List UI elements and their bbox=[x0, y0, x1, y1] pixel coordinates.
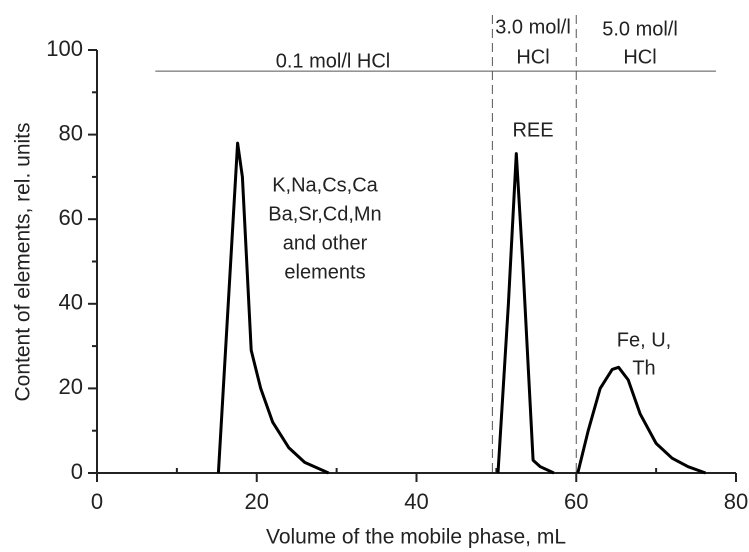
annotation: HCl bbox=[516, 46, 549, 68]
annotation: K,Na,Cs,Ca bbox=[272, 174, 378, 196]
curve bbox=[576, 365, 707, 475]
curve bbox=[496, 152, 555, 475]
y-tick-label: 100 bbox=[46, 36, 83, 61]
annotation: and other bbox=[283, 232, 368, 254]
annotation: 3.0 mol/l bbox=[495, 16, 571, 38]
y-axis-label: Content of elements, rel. units bbox=[12, 123, 35, 402]
y-tick-label: 80 bbox=[59, 120, 83, 145]
annotation: Ba,Sr,Cd,Mn bbox=[268, 203, 381, 225]
annotation: Fe, U, bbox=[617, 329, 671, 351]
x-tick-label: 40 bbox=[404, 489, 428, 514]
annotation: HCl bbox=[623, 46, 656, 68]
x-tick-label: 80 bbox=[724, 489, 748, 514]
x-tick-label: 60 bbox=[564, 489, 588, 514]
x-tick-label: 0 bbox=[91, 489, 103, 514]
annotation: Th bbox=[632, 357, 655, 379]
annotation: REE bbox=[512, 119, 553, 141]
y-tick-label: 60 bbox=[59, 205, 83, 230]
annotation: elements bbox=[284, 261, 365, 283]
x-axis-label: Volume of the mobile phase, mL bbox=[266, 526, 566, 549]
y-tick-label: 40 bbox=[59, 290, 83, 315]
y-tick-label: 20 bbox=[59, 374, 83, 399]
curve bbox=[216, 141, 330, 475]
annotation: 0.1 mol/l HCl bbox=[276, 50, 390, 72]
y-tick-label: 0 bbox=[71, 459, 83, 484]
x-tick-label: 20 bbox=[245, 489, 269, 514]
annotation: 5.0 mol/l bbox=[602, 18, 678, 40]
